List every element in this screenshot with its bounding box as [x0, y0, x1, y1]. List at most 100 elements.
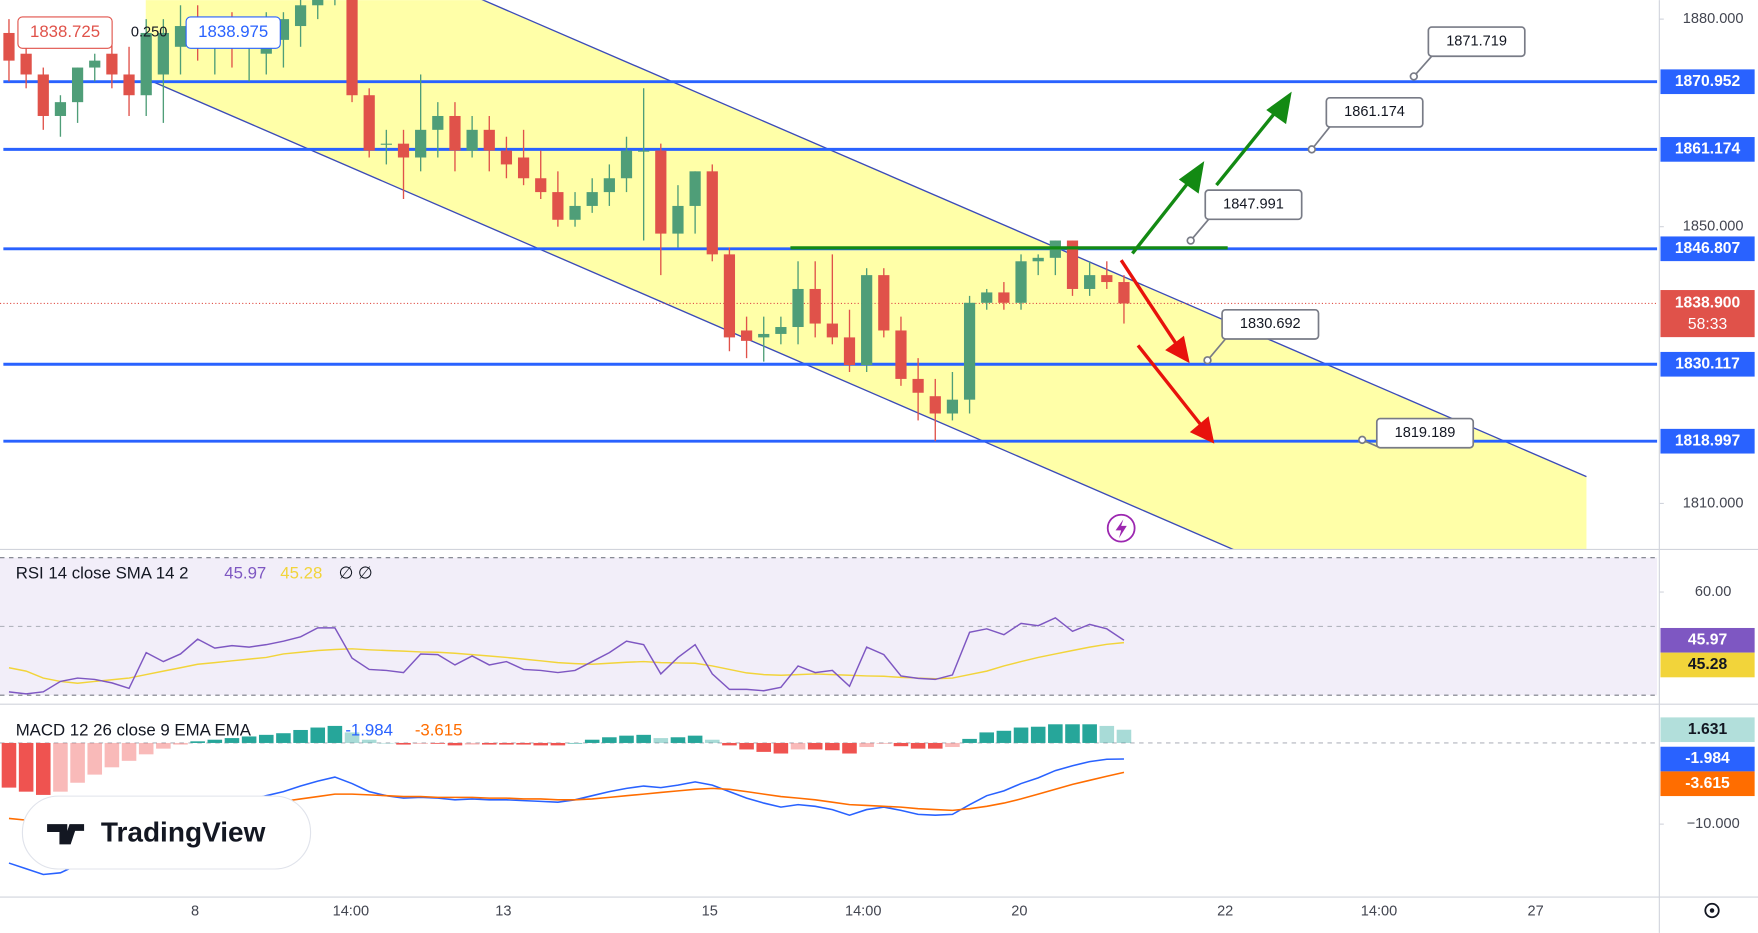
- callout-label: 1830.692: [1240, 316, 1301, 332]
- candle-body: [174, 26, 187, 47]
- histogram-bar: [344, 732, 360, 743]
- candle-body: [37, 74, 49, 116]
- channel-upper: [481, 0, 1587, 478]
- candle-body: [312, 0, 324, 6]
- histogram-bar: [224, 738, 240, 743]
- callout-pointer: [1311, 126, 1331, 150]
- callout-point: [1186, 236, 1195, 245]
- candle-body: [20, 53, 32, 75]
- histogram-bar: [962, 738, 977, 743]
- rsi-status: ∅ ∅: [339, 564, 373, 583]
- histogram-bar: [825, 742, 840, 751]
- level-label: 1861.174: [1675, 141, 1741, 158]
- candle-body: [620, 150, 633, 179]
- rsi-legend-value: 45.28: [280, 564, 322, 583]
- level-label-bg: [1660, 428, 1755, 454]
- candle-body: [843, 337, 856, 366]
- macd-last-label-bg: [1660, 771, 1755, 797]
- levels: [0, 80, 1658, 443]
- candle-body: [123, 74, 135, 96]
- histogram-bar: [893, 742, 909, 747]
- sell-box[interactable]: [17, 16, 113, 49]
- macd-last-label: -3.615: [1685, 775, 1730, 792]
- candle-body: [552, 192, 564, 220]
- candle-body: [809, 288, 821, 324]
- level-label: 1818.997: [1675, 432, 1741, 449]
- callout-pointer: [1190, 218, 1210, 242]
- histogram-bar: [156, 742, 171, 749]
- candle-body: [929, 396, 941, 414]
- rsi-legend-value: 45.97: [224, 564, 266, 583]
- histogram-bar: [790, 742, 806, 750]
- histogram-bar: [533, 742, 549, 746]
- candle-body: [946, 399, 959, 414]
- level-label-bg: [1660, 137, 1755, 162]
- candle-body: [449, 115, 461, 151]
- histogram-bar: [910, 742, 926, 749]
- level-label-bg: [1660, 236, 1755, 262]
- macd-last-label-bg: [1660, 746, 1755, 772]
- arrow-head: [1189, 416, 1215, 444]
- candle-body: [912, 378, 924, 393]
- y-tick-label: −10.000: [1687, 816, 1740, 832]
- callout-point: [1203, 356, 1212, 365]
- arrow: [1215, 107, 1280, 187]
- callout-label: 1861.174: [1344, 104, 1405, 120]
- callout-point: [1409, 72, 1419, 81]
- candle-body: [603, 178, 615, 193]
- settings-icon-center: [1709, 908, 1715, 913]
- candle-body: [517, 157, 530, 179]
- candle-body: [981, 292, 993, 303]
- histogram-bar: [18, 742, 34, 792]
- rsi-line: [8, 617, 1125, 695]
- callout-pointer: [1413, 55, 1433, 77]
- watermark-text: TradingView: [101, 817, 266, 848]
- histogram-bar: [207, 739, 223, 743]
- histogram-bar: [379, 742, 394, 744]
- arrow: [1136, 344, 1204, 428]
- candle-body: [3, 32, 15, 61]
- histogram-bar: [1048, 724, 1063, 743]
- histogram-bar: [876, 742, 892, 744]
- y-tick-label: 1880.000: [1683, 11, 1744, 27]
- histogram-bar: [550, 742, 566, 746]
- buy-box[interactable]: [185, 16, 281, 49]
- histogram-bar: [396, 742, 411, 745]
- candle-body: [140, 32, 152, 96]
- rsi-last-label-bg: [1660, 627, 1755, 653]
- callout-box: [1204, 189, 1303, 221]
- settings-icon[interactable]: [1704, 902, 1720, 919]
- histogram-bar: [653, 738, 669, 743]
- candle-body: [415, 129, 427, 158]
- macd-last-label: 1.631: [1688, 721, 1728, 738]
- histogram-bar: [636, 734, 651, 743]
- histogram-bar: [859, 742, 874, 748]
- x-tick-label: 20: [1011, 903, 1027, 919]
- histogram-bar: [464, 742, 480, 745]
- rsi-title: RSI 14 close SMA 14 2: [16, 564, 189, 583]
- histogram-bar: [258, 734, 274, 743]
- channel-lower: [145, 77, 1234, 550]
- candle-body: [1032, 257, 1044, 262]
- callout-pointer: [1206, 338, 1227, 361]
- macd-last-label: -1.984: [1685, 750, 1730, 767]
- candle-body: [672, 205, 684, 234]
- histogram-bar: [241, 736, 257, 743]
- arrow: [1119, 259, 1179, 347]
- macd-legend-value: -3.615: [415, 721, 463, 740]
- macd-legend-value: -1.984: [345, 721, 393, 740]
- histogram-bar: [173, 742, 188, 745]
- watermark-box: [21, 795, 312, 870]
- x-tick-label: 15: [702, 903, 718, 919]
- histogram-bar: [53, 742, 68, 792]
- arrow-head: [1178, 161, 1205, 194]
- x-tick-label: 14:00: [333, 903, 369, 919]
- candle-body: [363, 95, 375, 151]
- rsi-pane: RSI 14 close SMA 14 2 45.97 45.28 ∅ ∅: [0, 557, 1658, 696]
- arrow-head: [1165, 335, 1190, 364]
- histogram-bar: [567, 742, 583, 744]
- settings[interactable]: [1704, 902, 1720, 919]
- histogram-bar: [499, 742, 514, 745]
- candle-body: [689, 171, 701, 206]
